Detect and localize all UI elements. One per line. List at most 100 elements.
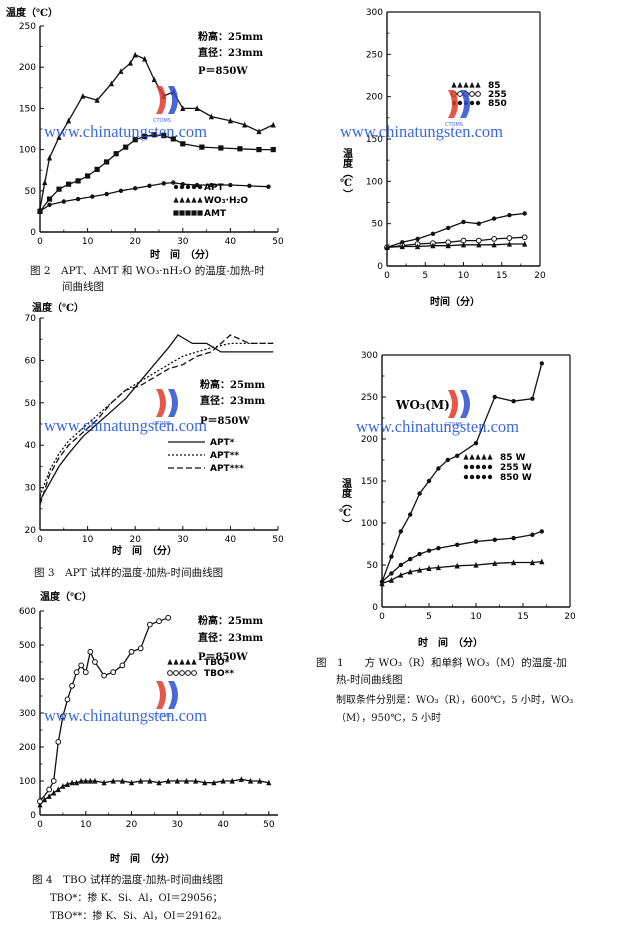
fig1b-data-point <box>473 539 479 544</box>
fig4-legend-marker <box>191 658 197 665</box>
fig4-data-point <box>165 614 172 621</box>
fig1a-xtick-label: 20 <box>534 271 546 281</box>
fig2-ytick-label: 250 <box>19 22 36 32</box>
fig4-caption-line1: 图 4 TBO 试样的温度-加热-时间曲线图 <box>32 874 223 886</box>
fig4-data-point <box>137 645 144 652</box>
fig1b-data-point <box>492 560 498 566</box>
fig1b-data-point <box>398 571 404 578</box>
fig2-ytick-label: 200 <box>19 63 36 73</box>
fig2-data-point <box>180 105 186 111</box>
fig2-legend-label: WO₃·H₂O <box>204 196 248 206</box>
fig2-ytick-label: 0 <box>30 228 36 238</box>
fig1b-ytick-label: 0 <box>372 603 378 613</box>
fig2-xtick-label: 30 <box>177 237 189 247</box>
fig2-ytick-label: 50 <box>25 187 37 197</box>
fig1b-data-point <box>473 561 479 568</box>
fig1a-xtick-label: 15 <box>496 271 507 281</box>
fig4-legend-marker <box>179 670 185 676</box>
fig2-data-point <box>194 105 200 111</box>
fig2-legend-marker <box>179 184 185 190</box>
fig4-legend-marker <box>167 658 173 665</box>
fig4-chart: 0 100 200 300 400 500 600 0 10 20 30 40 50 温度（℃） 时 间 （… <box>19 590 278 865</box>
fig1b-legend-marker <box>469 464 475 470</box>
fig1b-data-point <box>492 394 497 400</box>
fig4-ylabel: 温度（℃） <box>40 590 92 603</box>
fig1b-xtick-label: 20 <box>564 612 576 622</box>
fig2-data-point <box>208 113 214 120</box>
fig2-legend-marker <box>173 184 179 190</box>
fig1b-data-point <box>539 558 545 565</box>
fig3-xtick-label: 40 <box>225 535 237 545</box>
fig2-legend-marker <box>197 184 203 190</box>
fig4-data-point <box>128 779 135 786</box>
fig1a-data-point <box>506 240 512 247</box>
fig3-xtick-label: 0 <box>37 535 43 545</box>
fig1a-legend-marker <box>463 81 469 88</box>
fig1b-data-point <box>417 566 423 573</box>
fig4-data-point <box>165 777 171 784</box>
fig2-annotation: 粉高：25mm <box>198 30 263 43</box>
fig4-data-point <box>87 777 93 784</box>
fig4-data-point <box>247 777 254 784</box>
fig2-data-point <box>80 92 86 99</box>
fig4-data-point <box>119 777 125 784</box>
fig1b-legend-marker <box>463 464 469 470</box>
fig1b-data-point <box>445 457 450 463</box>
fig4-annotation: P＝850W <box>198 652 248 663</box>
fig1a-data-point <box>445 242 451 249</box>
fig1b-data-point <box>539 529 544 534</box>
fig4-data-point <box>46 793 52 799</box>
fig1b-ytick-label: 50 <box>367 561 379 571</box>
fig4-data-point <box>46 786 53 793</box>
fig2-caption-line1: 图 2 APT、AMT 和 WO₃·nH₂O 的温度-加热-时 <box>30 265 265 277</box>
logo-text: CTOMS <box>445 422 463 428</box>
fig1a-chart: 0 50 100 150 200 250 300 0 5 10 15 20 温度（℃） 时间（分） 8525… <box>339 8 546 308</box>
fig2-legend-label: AMT <box>204 209 227 219</box>
fig1b-annotation: WO₃(M) <box>395 398 450 412</box>
fig2-data-point <box>270 121 276 128</box>
fig2-data-point <box>46 154 53 161</box>
fig1a-data-point <box>476 241 482 248</box>
fig4-ytick-label: 200 <box>19 743 36 753</box>
fig1b-legend-marker <box>469 453 475 460</box>
fig2-data-point <box>46 196 53 202</box>
fig2-data-point <box>151 76 157 83</box>
fig2-data-point <box>108 80 114 87</box>
fig4-data-point <box>229 777 235 784</box>
fig1b-data-point <box>426 548 432 553</box>
fig4-data-point <box>138 777 144 784</box>
fig1b-ytick-label: 150 <box>361 477 378 487</box>
fig2-ytick-label: 150 <box>19 104 36 114</box>
fig2-data-point <box>47 202 52 208</box>
fig4-data-point <box>69 779 75 786</box>
fig4-legend-marker <box>179 658 185 665</box>
fig1b-data-point <box>492 537 497 542</box>
fig1a-xtick-label: 10 <box>458 271 470 281</box>
fig1b-legend-marker <box>463 453 469 460</box>
fig4-ytick-label: 300 <box>19 709 36 719</box>
logo-mark-red <box>156 681 166 709</box>
fig2-legend-marker <box>179 196 185 203</box>
fig4-legend-marker <box>173 658 179 665</box>
fig1b-data-point <box>417 551 422 557</box>
fig4-data-point <box>119 662 126 669</box>
fig2-series-line-1 <box>39 53 274 210</box>
logo-mark-blue <box>168 86 178 114</box>
fig4-data-point <box>238 776 244 782</box>
fig1a-legend-label: 85 <box>488 81 501 91</box>
fig3-xtick-label: 10 <box>82 535 94 545</box>
fig1a-legend-marker <box>457 100 463 106</box>
logo-text: CTOMS <box>153 421 171 427</box>
fig1b-data-point <box>426 478 432 484</box>
fig4-xtick-label: 40 <box>217 820 229 830</box>
fig1b-data-point <box>398 529 403 534</box>
fig2-data-point <box>170 136 176 142</box>
logo-text: CTOMS <box>445 122 463 128</box>
fig4-data-point <box>78 662 85 669</box>
fig1a-ytick-label: 100 <box>366 177 383 187</box>
fig1b-xlabel: 时 间 （分） <box>418 636 483 649</box>
fig2-data-point <box>104 191 109 197</box>
fig1a-data-point <box>430 231 436 237</box>
